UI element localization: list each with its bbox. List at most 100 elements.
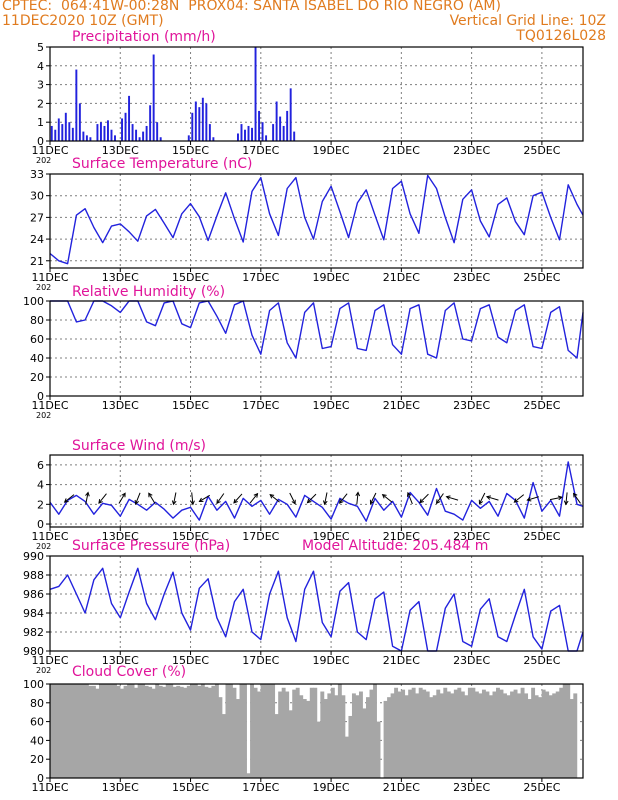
cloud-bar: [63, 684, 68, 778]
temp-title: Surface Temperature (nC): [72, 156, 253, 172]
wind-vector-head-17: [355, 491, 361, 497]
cloud-bar: [155, 684, 160, 778]
press-xtick-label-6: 23DEC: [453, 654, 490, 667]
cloud-ytick-label-1: 20: [30, 753, 44, 766]
wind-vector-head-29: [563, 500, 569, 506]
precip-bar: [110, 129, 113, 141]
precip-bar: [265, 135, 268, 141]
cloud-bar: [457, 687, 462, 778]
temp-ytick-label-4: 33: [30, 168, 44, 181]
cloud-bar: [474, 691, 479, 778]
temp-ytick-label-0: 21: [30, 255, 44, 268]
precip-bar: [208, 124, 211, 141]
cloud-bar: [109, 684, 114, 778]
cloud-bar: [552, 693, 557, 778]
cloud-bar: [425, 691, 430, 778]
rh-ytick-label-2: 40: [30, 352, 44, 365]
cloud-bar: [524, 693, 529, 778]
wind-vector-head-16: [338, 499, 344, 504]
cloud-bar: [123, 685, 128, 778]
wind-vector-20: [407, 492, 413, 505]
cloud-bar: [232, 687, 237, 778]
cloud-bar: [534, 695, 539, 778]
wind-vector-head-1: [85, 491, 90, 497]
precip-bar: [75, 69, 78, 141]
precip-bar: [149, 105, 152, 141]
cloud-bar: [453, 689, 458, 778]
cloud-bar: [302, 699, 307, 778]
cloud-bar: [120, 688, 124, 778]
cloud-bar: [285, 691, 290, 778]
press-title: Surface Pressure (hPa): [72, 538, 231, 554]
cloud-bar: [162, 686, 167, 778]
rh-frame: [49, 300, 584, 397]
precip-bar: [96, 124, 99, 141]
precip-title: Precipitation (mm/h): [72, 29, 216, 45]
rh-xtick-label-5: 21DEC: [383, 399, 420, 412]
wind-vector-head-5: [148, 492, 153, 498]
header-model-id: TQ0126L028: [516, 28, 606, 44]
cloud-bar: [250, 684, 254, 778]
cloud-bar: [436, 689, 441, 778]
cloud-bar: [98, 684, 103, 778]
precip-bar: [128, 95, 131, 141]
wind-vector-27: [527, 496, 539, 501]
cloud-bar: [562, 684, 567, 778]
cloud-bar: [415, 693, 420, 778]
wind-vector-18: [370, 492, 377, 504]
wind-ytick-label-3: 6: [37, 459, 44, 472]
cloud-bar: [116, 685, 121, 778]
temp-xtick-label-0: 11DEC: [31, 271, 68, 284]
press-ytick-label-2: 984: [23, 607, 44, 620]
precip-bar: [57, 118, 60, 141]
cloud-bar: [158, 685, 163, 778]
precip-bar: [275, 101, 278, 141]
precip-bar: [54, 129, 57, 141]
cloud-bar: [67, 684, 72, 778]
precip-bar: [138, 137, 141, 141]
cloud-bar: [320, 691, 325, 778]
temp-series-line: [49, 174, 584, 265]
precip-bar: [99, 122, 102, 141]
cloud-bar: [573, 693, 578, 778]
wind-vector-8: [199, 494, 210, 502]
cloud-bar: [327, 693, 332, 778]
press-xtick-label-1: 13DEC: [102, 654, 139, 667]
rh-ytick-label-4: 80: [30, 314, 44, 327]
press-xtick-label-3: 17DEC: [242, 654, 279, 667]
wind-vector-3: [118, 492, 126, 504]
wind-vector-29: [565, 492, 568, 505]
model-altitude: Model Altitude: 205.484 m: [302, 538, 489, 554]
wind-vector-0: [64, 494, 75, 503]
precip-bar: [135, 129, 138, 141]
cloud-bar: [503, 693, 507, 778]
wind-vector-head-27: [526, 496, 532, 502]
cloud-bar: [239, 684, 244, 778]
cloud-ytick-label-4: 80: [30, 697, 44, 710]
cloud-bar: [243, 684, 247, 778]
wind-vector-24: [479, 492, 486, 504]
cloud-bar: [88, 685, 93, 778]
precip-xtick-label-0: 11DEC: [31, 144, 68, 157]
wind-vector-head-13: [291, 499, 296, 505]
cloud-bar: [520, 687, 525, 778]
wind-vector-19: [382, 494, 393, 503]
cloud-bar: [443, 687, 448, 778]
cloud-bar: [225, 684, 230, 778]
cloud-bar: [200, 684, 205, 778]
precip-bar: [258, 110, 261, 141]
cloud-bar: [165, 684, 170, 778]
cloud-bar: [257, 691, 262, 778]
wind-ytick-label-0: 0: [37, 518, 44, 531]
cloud-bar: [471, 687, 476, 778]
rh-xtick-label-7: 25DEC: [523, 399, 560, 412]
wind-xtick-label-4: 19DEC: [313, 530, 350, 543]
wind-vector-head-10: [233, 498, 238, 504]
cloud-bar: [127, 684, 132, 778]
cloud-bar: [527, 699, 532, 778]
cloud-bar: [292, 689, 297, 778]
cloud-bar: [49, 684, 54, 778]
cloud-bar: [264, 684, 269, 778]
precip-bar: [254, 47, 257, 141]
cloud-bar: [91, 685, 96, 778]
